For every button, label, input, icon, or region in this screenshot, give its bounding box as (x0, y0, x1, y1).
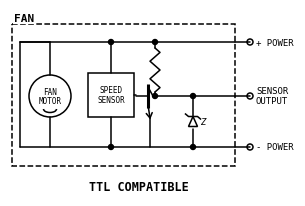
Text: SENSOR: SENSOR (256, 87, 288, 96)
Circle shape (109, 145, 113, 150)
Text: FAN: FAN (14, 14, 34, 24)
Bar (12, 25, 235, 166)
Text: TTL COMPATIBLE: TTL COMPATIBLE (89, 181, 188, 194)
Text: + POWER: + POWER (256, 38, 294, 47)
Text: - POWER: - POWER (256, 143, 294, 152)
Circle shape (191, 94, 196, 99)
Circle shape (109, 40, 113, 45)
Text: FAN: FAN (43, 88, 57, 97)
Text: MOTOR: MOTOR (38, 97, 62, 106)
Text: Z: Z (200, 117, 205, 126)
Text: OUTPUT: OUTPUT (256, 97, 288, 106)
Bar (88, 74, 134, 117)
Circle shape (152, 40, 157, 45)
Text: SPEED: SPEED (99, 86, 123, 95)
Polygon shape (188, 117, 198, 127)
Text: SENSOR: SENSOR (97, 96, 125, 105)
Circle shape (152, 94, 157, 99)
Circle shape (191, 145, 196, 150)
